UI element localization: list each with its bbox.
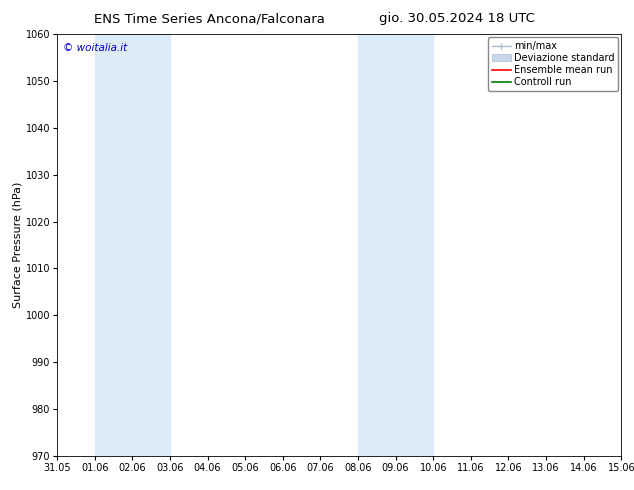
Text: © woitalia.it: © woitalia.it (63, 43, 127, 53)
Bar (621, 34, 634, 456)
Text: gio. 30.05.2024 18 UTC: gio. 30.05.2024 18 UTC (378, 12, 534, 25)
Y-axis label: Surface Pressure (hPa): Surface Pressure (hPa) (13, 182, 23, 308)
Bar (94, 34, 170, 456)
Text: ENS Time Series Ancona/Falconara: ENS Time Series Ancona/Falconara (94, 12, 325, 25)
Bar (358, 34, 433, 456)
Legend: min/max, Deviazione standard, Ensemble mean run, Controll run: min/max, Deviazione standard, Ensemble m… (488, 37, 618, 91)
